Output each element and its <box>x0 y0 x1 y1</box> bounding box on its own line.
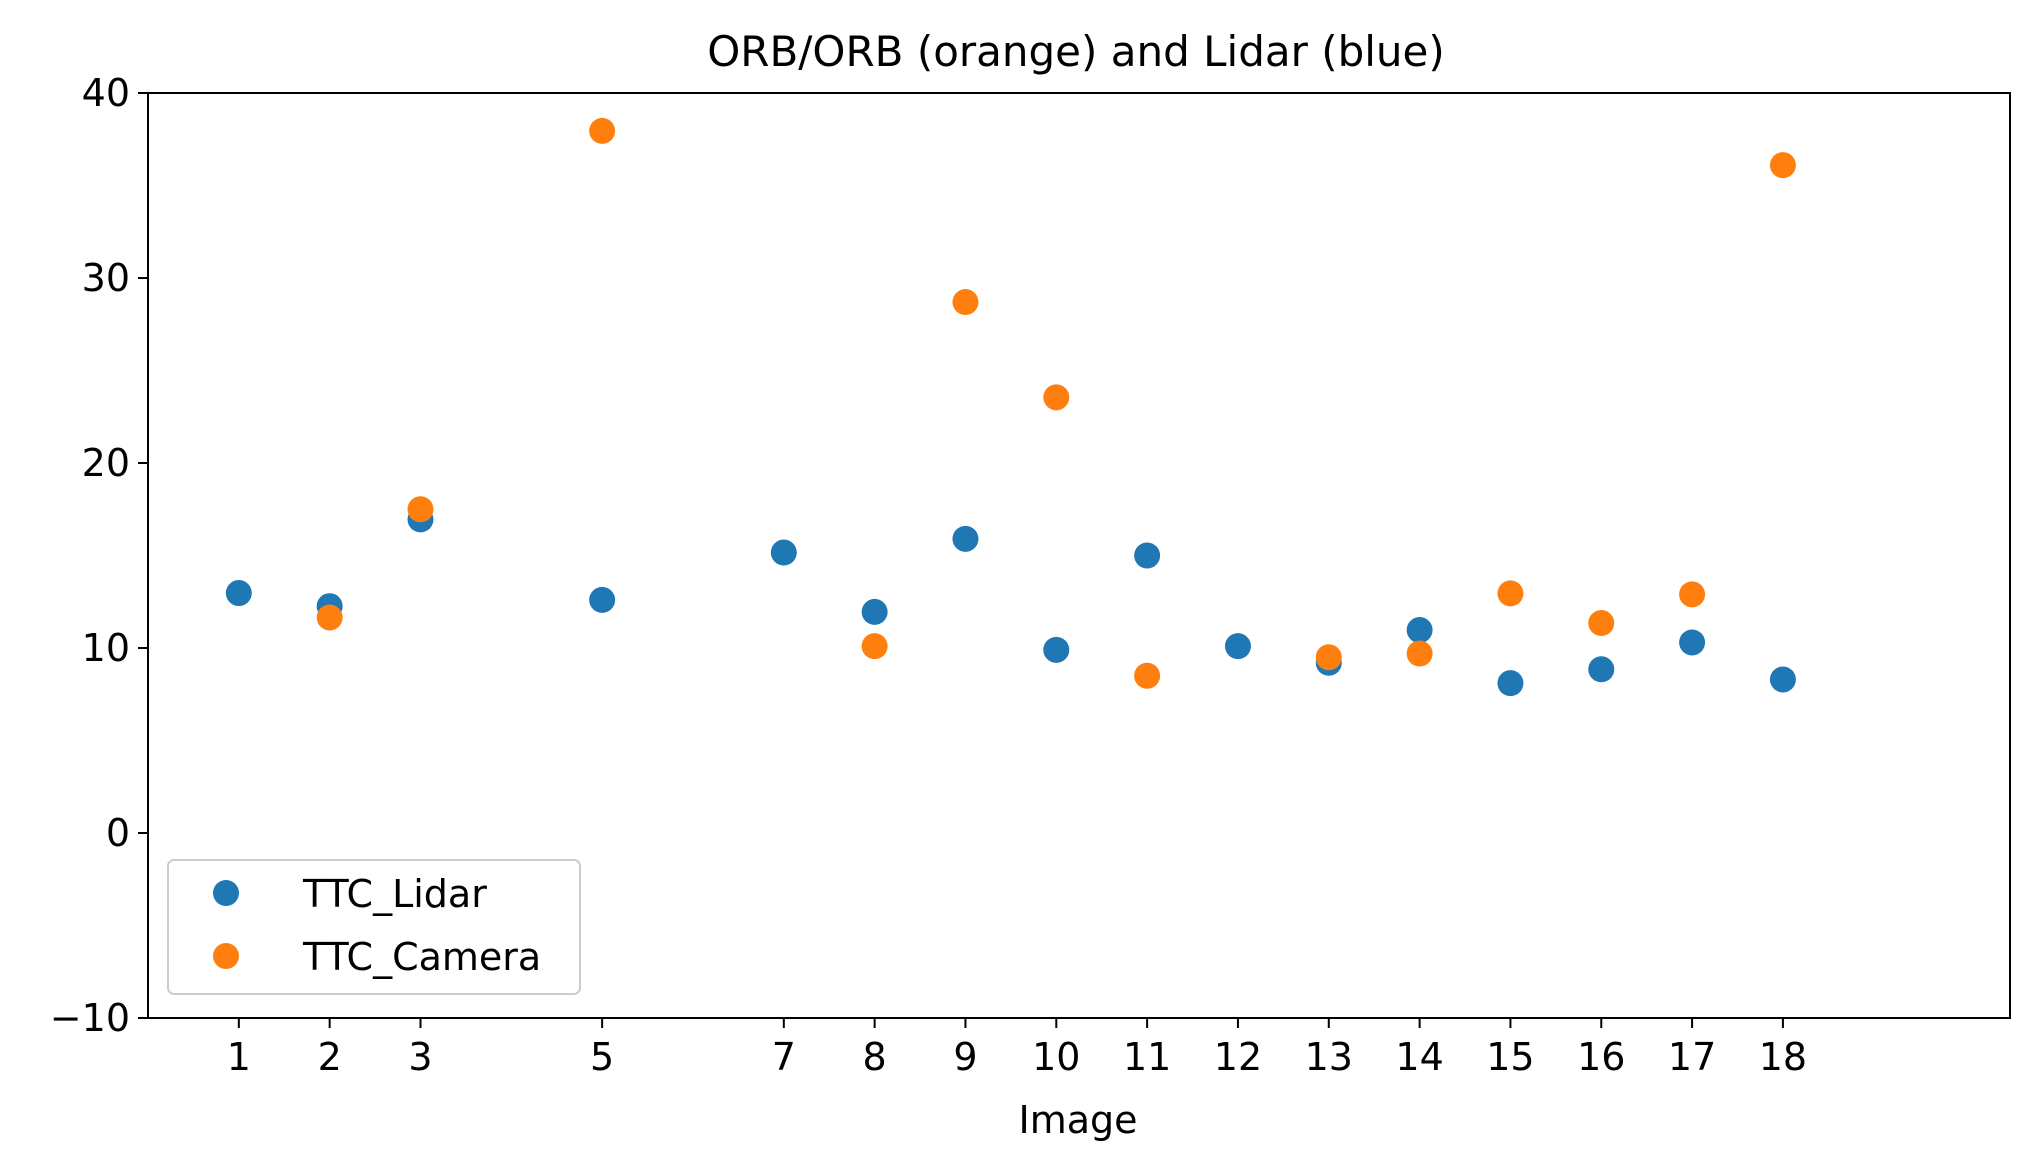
legend-box <box>167 859 581 995</box>
x-tick-label: 12 <box>1214 1035 1262 1079</box>
x-tick-label: 13 <box>1305 1035 1353 1079</box>
x-tick-label: 2 <box>318 1035 342 1079</box>
y-tick-label: 10 <box>82 626 130 670</box>
point-ttc-lidar-15 <box>1497 670 1524 697</box>
legend-marker-ttc-lidar <box>213 880 239 906</box>
point-ttc-lidar-8 <box>861 598 888 625</box>
x-tick-label: 14 <box>1395 1035 1443 1079</box>
point-ttc-camera-11 <box>1134 662 1161 689</box>
point-ttc-camera-13 <box>1315 644 1342 671</box>
point-ttc-camera-8 <box>861 633 888 660</box>
y-tick-label: 30 <box>82 256 130 300</box>
legend: TTC_Lidar TTC_Camera <box>167 859 581 995</box>
point-ttc-lidar-9 <box>952 525 979 552</box>
x-axis: 1 2 3 5 7 8 9 10 11 12 13 14 15 16 17 18 <box>227 1018 1807 1079</box>
point-ttc-lidar-5 <box>589 586 616 613</box>
point-ttc-lidar-14 <box>1406 617 1433 644</box>
point-ttc-lidar-12 <box>1224 633 1251 660</box>
x-tick-label: 5 <box>590 1035 614 1079</box>
point-ttc-lidar-17 <box>1679 629 1706 656</box>
x-tick-label: 18 <box>1759 1035 1807 1079</box>
y-tick-label: −10 <box>50 996 130 1040</box>
x-tick-label: 9 <box>953 1035 977 1079</box>
point-ttc-camera-5 <box>589 117 616 144</box>
point-ttc-camera-15 <box>1497 580 1524 607</box>
y-tick-label: 0 <box>106 811 130 855</box>
point-ttc-lidar-1 <box>225 580 252 607</box>
x-axis-label: Image <box>1018 1098 1137 1142</box>
point-ttc-camera-14 <box>1406 640 1433 667</box>
x-tick-label: 15 <box>1486 1035 1534 1079</box>
point-ttc-lidar-7 <box>770 539 797 566</box>
point-ttc-camera-3 <box>407 496 434 523</box>
x-tick-label: 3 <box>408 1035 432 1079</box>
x-tick-label: 10 <box>1032 1035 1080 1079</box>
chart-title: ORB/ORB (orange) and Lidar (blue) <box>707 27 1445 76</box>
point-ttc-lidar-16 <box>1588 656 1615 683</box>
point-ttc-camera-2 <box>316 604 343 631</box>
y-tick-label: 40 <box>82 71 130 115</box>
point-ttc-camera-10 <box>1043 384 1070 411</box>
x-tick-label: 1 <box>227 1035 251 1079</box>
point-ttc-camera-17 <box>1679 581 1706 608</box>
point-ttc-camera-16 <box>1588 610 1615 637</box>
legend-label-ttc-lidar: TTC_Lidar <box>302 872 487 916</box>
y-axis: −10 0 10 20 30 40 <box>50 71 148 1040</box>
series-ttc-camera <box>316 117 1796 689</box>
x-tick-label: 8 <box>863 1035 887 1079</box>
marks-layer <box>225 117 1796 697</box>
x-tick-label: 17 <box>1668 1035 1716 1079</box>
point-ttc-camera-18 <box>1769 152 1796 179</box>
x-tick-label: 16 <box>1577 1035 1625 1079</box>
point-ttc-lidar-11 <box>1134 542 1161 569</box>
y-tick-label: 20 <box>82 441 130 485</box>
legend-label-ttc-camera: TTC_Camera <box>302 935 541 979</box>
legend-marker-ttc-camera <box>213 943 239 969</box>
plot-area-frame <box>147 92 2011 1019</box>
x-tick-label: 11 <box>1123 1035 1171 1079</box>
point-ttc-lidar-18 <box>1769 666 1796 693</box>
point-ttc-lidar-10 <box>1043 636 1070 663</box>
x-tick-label: 7 <box>772 1035 796 1079</box>
point-ttc-camera-9 <box>952 289 979 316</box>
